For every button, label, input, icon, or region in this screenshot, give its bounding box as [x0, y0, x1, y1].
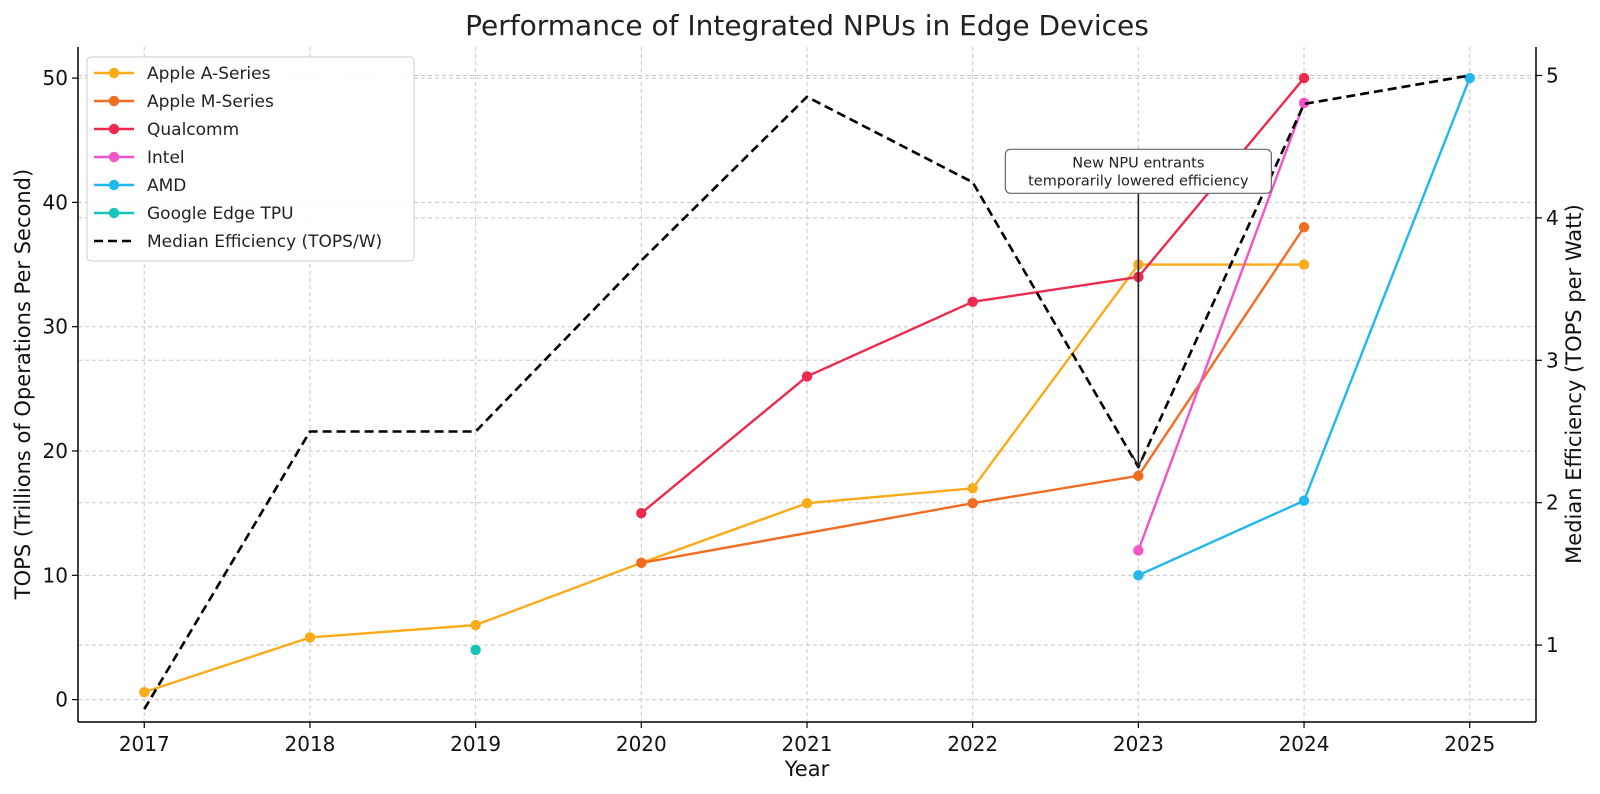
y2-axis-label: Median Efficiency (TOPS per Watt) — [1562, 204, 1586, 564]
series-apple-m-series — [636, 222, 1310, 569]
data-point — [801, 371, 813, 382]
data-point — [1133, 570, 1144, 581]
data-point — [967, 483, 978, 494]
y-tick-label: 20 — [43, 439, 68, 463]
data-point — [636, 557, 647, 569]
legend-label: Apple M-Series — [147, 92, 274, 112]
legend-label: Median Efficiency (TOPS/W) — [147, 232, 382, 252]
x-tick-label: 2021 — [782, 732, 833, 756]
y-tick-label: 30 — [43, 315, 68, 339]
y-tick-label: 40 — [43, 190, 68, 214]
data-point — [1133, 470, 1144, 482]
y2-tick-label: 4 — [1546, 206, 1559, 230]
legend-item: Apple M-Series — [94, 92, 274, 112]
legend-item: Google Edge TPU — [94, 204, 294, 224]
legend-label: Qualcomm — [147, 120, 239, 140]
data-point — [1298, 222, 1310, 233]
annotation-line-2: temporarily lowered efficiency — [1028, 173, 1249, 189]
x-tick-label: 2025 — [1444, 732, 1495, 756]
annotation-line-1: New NPU entrants — [1072, 155, 1204, 171]
x-tick-label: 2019 — [450, 732, 501, 756]
chart-title: Performance of Integrated NPUs in Edge D… — [465, 9, 1149, 42]
y-tick-label: 50 — [43, 66, 68, 90]
series-median-efficiency-tops-w — [143, 74, 1470, 710]
x-tick-label: 2017 — [119, 732, 170, 756]
legend: Apple A-Series Apple M-Series Qualcomm Inte… — [86, 56, 415, 262]
legend-label: Intel — [147, 148, 185, 168]
y-tick-label: 10 — [43, 563, 68, 587]
y2-tick-label: 3 — [1546, 348, 1559, 372]
annotation-arrowhead — [1131, 454, 1146, 468]
x-tick-label: 2023 — [1113, 732, 1164, 756]
data-point — [1464, 72, 1475, 84]
series-layer — [139, 72, 1475, 710]
y-axis-label: TOPS (Trillions of Operations Per Second… — [11, 169, 35, 600]
legend-label: AMD — [147, 176, 186, 196]
data-point — [636, 507, 647, 519]
legend-label: Google Edge TPU — [147, 204, 294, 224]
x-tick-label: 2018 — [285, 732, 336, 756]
legend-marker — [108, 95, 120, 107]
axes — [72, 47, 1542, 728]
data-point — [1298, 72, 1310, 84]
x-tick-label: 2022 — [947, 732, 998, 756]
data-point — [1298, 495, 1310, 506]
data-point — [967, 296, 978, 308]
y-tick-label: 0 — [55, 688, 68, 712]
annotation-box — [1004, 148, 1272, 194]
data-point — [139, 686, 150, 698]
legend-item: Intel — [94, 148, 185, 168]
legend-item: AMD — [94, 176, 186, 196]
legend-item: Qualcomm — [94, 120, 239, 140]
legend-box — [86, 56, 415, 262]
data-point — [470, 644, 481, 656]
series-qualcomm — [636, 72, 1310, 519]
series-line — [1137, 102, 1306, 551]
series-line — [143, 74, 1470, 710]
annotation: New NPU entrants temporarily lowered eff… — [1004, 148, 1272, 468]
series-line — [143, 263, 1305, 694]
x-tick-label: 2020 — [616, 732, 667, 756]
y2-tick-label: 1 — [1546, 633, 1559, 657]
data-point — [470, 619, 481, 631]
series-intel — [1133, 97, 1310, 556]
data-point — [1298, 259, 1310, 270]
legend-marker — [108, 151, 120, 163]
data-point — [801, 498, 813, 509]
data-point — [967, 498, 978, 509]
legend-marker — [108, 67, 120, 79]
legend-marker — [108, 123, 120, 135]
y2-tick-label: 5 — [1546, 63, 1559, 87]
data-point — [304, 632, 316, 643]
legend-label: Apple A-Series — [147, 64, 271, 84]
series-google-edge-tpu — [470, 644, 481, 656]
x-tick-label: 2024 — [1279, 732, 1330, 756]
series-apple-a-series — [139, 259, 1310, 698]
legend-item: Median Efficiency (TOPS/W) — [94, 232, 382, 252]
series-line — [641, 226, 1306, 565]
data-point — [1298, 97, 1310, 109]
legend-item: Apple A-Series — [94, 64, 271, 84]
legend-marker — [108, 207, 120, 219]
x-axis-label: Year — [784, 757, 830, 781]
tick-labels: 2017 2018 2019 2020 2021 2022 2023 2024 20250102… — [43, 63, 1559, 756]
legend-marker — [108, 179, 120, 191]
data-point — [1133, 545, 1144, 556]
y2-tick-label: 2 — [1546, 491, 1559, 515]
series-amd — [1133, 72, 1475, 581]
